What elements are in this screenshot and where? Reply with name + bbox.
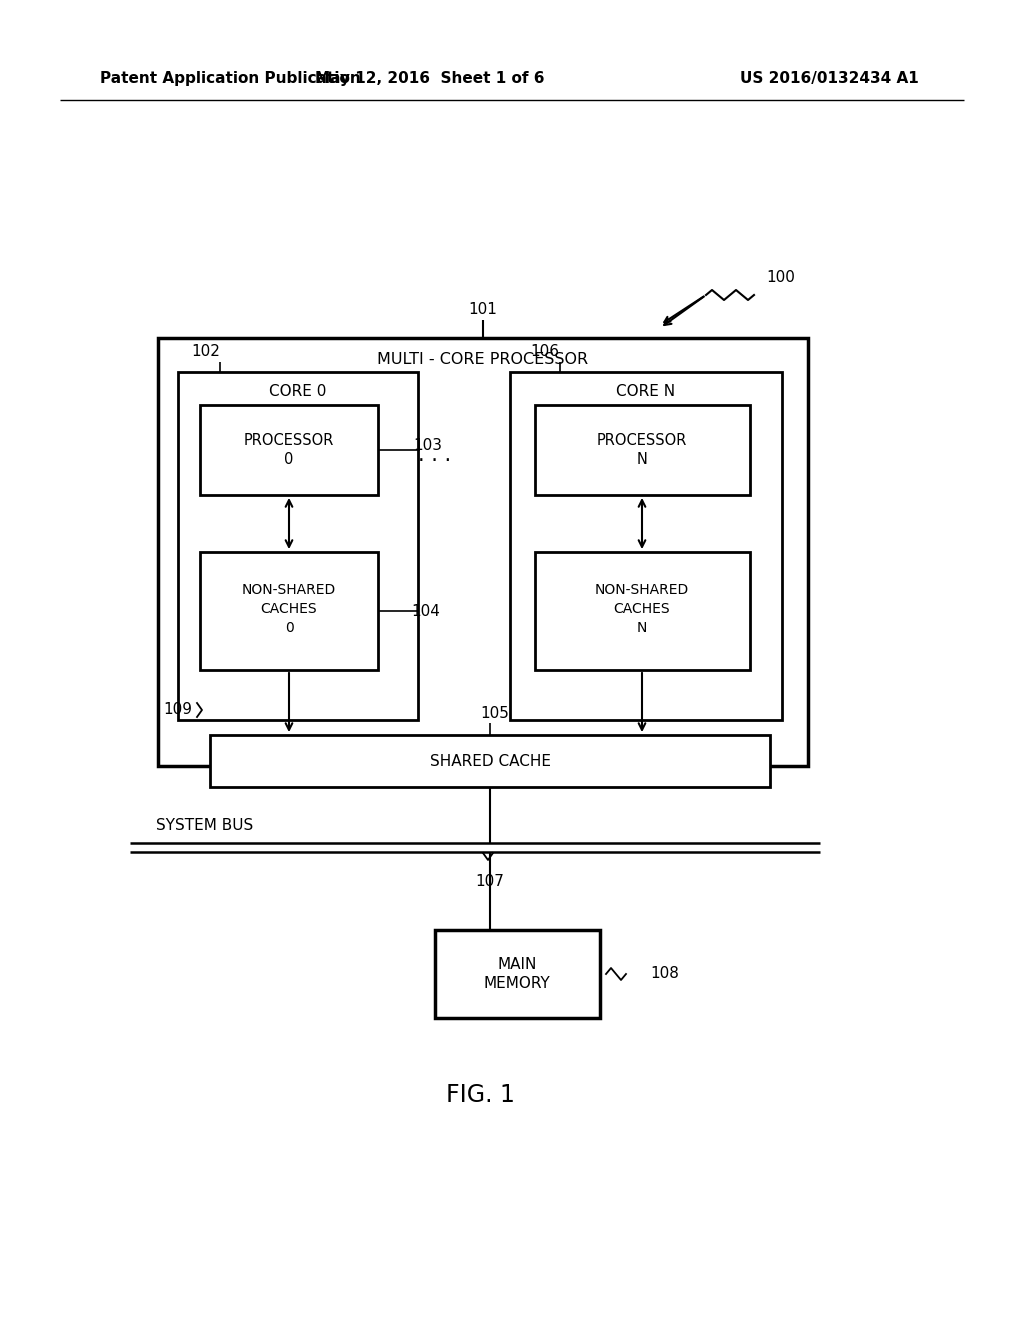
Text: Patent Application Publication: Patent Application Publication	[100, 70, 360, 86]
Bar	[435, 931, 600, 1018]
Text: US 2016/0132434 A1: US 2016/0132434 A1	[740, 70, 919, 86]
Text: 103: 103	[414, 437, 442, 453]
Bar	[535, 405, 750, 495]
Text: 104: 104	[412, 603, 440, 619]
Bar	[178, 372, 418, 719]
Bar	[535, 552, 750, 671]
Text: MAIN
MEMORY: MAIN MEMORY	[483, 957, 550, 991]
Bar	[158, 338, 808, 766]
Text: SHARED CACHE: SHARED CACHE	[429, 754, 551, 768]
Text: 101: 101	[469, 302, 498, 318]
Text: NON-SHARED
CACHES
N: NON-SHARED CACHES N	[595, 582, 689, 635]
Text: 105: 105	[480, 705, 509, 721]
Text: 102: 102	[191, 345, 220, 359]
Bar	[210, 735, 770, 787]
Text: PROCESSOR
N: PROCESSOR N	[597, 433, 687, 467]
Text: SYSTEM BUS: SYSTEM BUS	[157, 817, 254, 833]
Text: CORE 0: CORE 0	[269, 384, 327, 400]
Text: 108: 108	[650, 966, 679, 982]
Text: 106: 106	[530, 345, 559, 359]
Bar	[200, 552, 378, 671]
Text: . . .: . . .	[419, 445, 452, 465]
Text: MULTI - CORE PROCESSOR: MULTI - CORE PROCESSOR	[378, 352, 589, 367]
Text: 107: 107	[475, 874, 505, 888]
Bar	[510, 372, 782, 719]
Text: 109: 109	[164, 702, 193, 718]
Text: PROCESSOR
0: PROCESSOR 0	[244, 433, 334, 467]
Text: 100: 100	[766, 269, 795, 285]
Text: CORE N: CORE N	[616, 384, 676, 400]
Text: FIG. 1: FIG. 1	[445, 1082, 514, 1107]
Bar	[200, 405, 378, 495]
Text: May 12, 2016  Sheet 1 of 6: May 12, 2016 Sheet 1 of 6	[315, 70, 545, 86]
Text: NON-SHARED
CACHES
0: NON-SHARED CACHES 0	[242, 582, 336, 635]
